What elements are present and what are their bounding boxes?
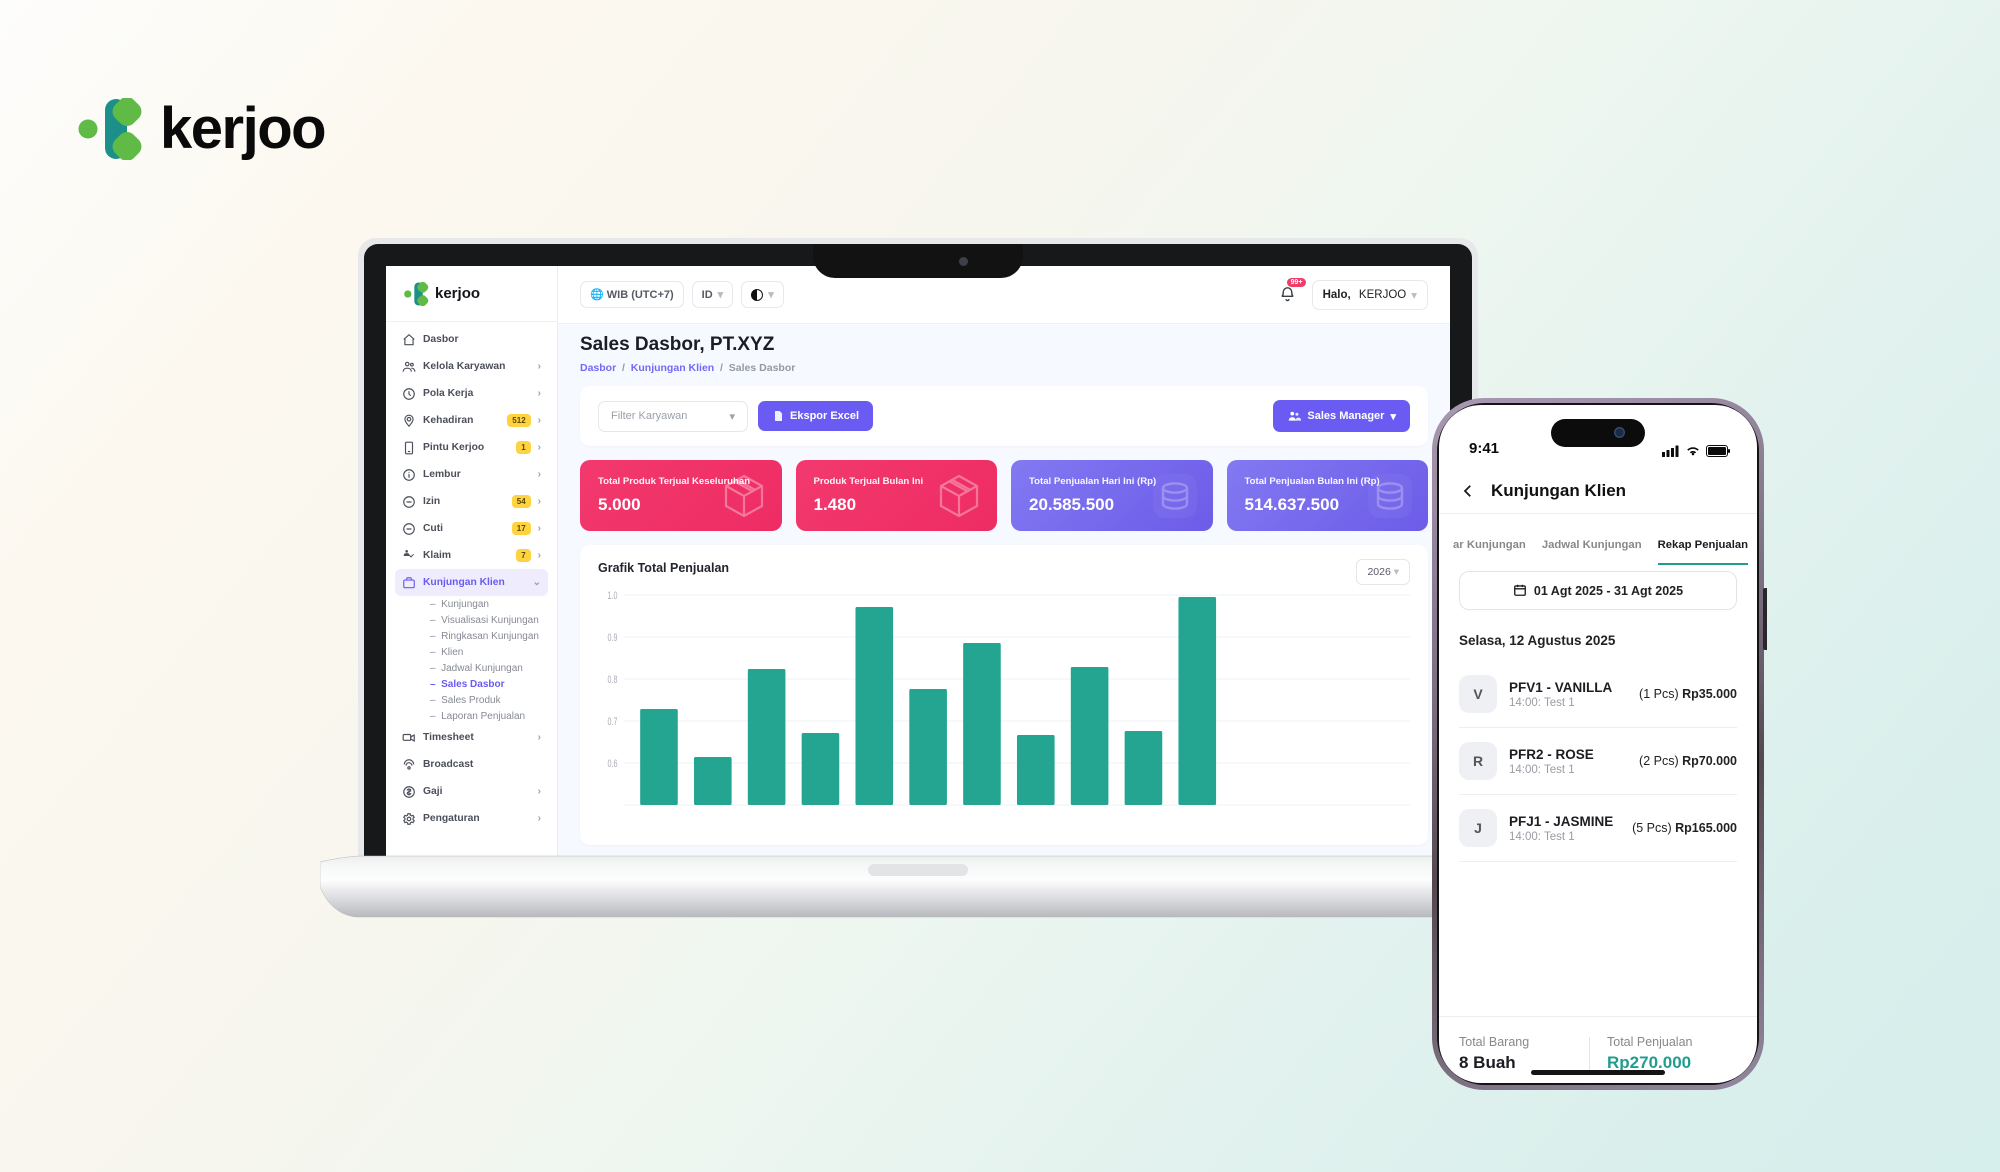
svg-text:1.0: 1.0 (608, 590, 618, 602)
svg-text:0.7: 0.7 (608, 716, 618, 728)
svg-text:0.9: 0.9 (608, 632, 618, 644)
svg-text:0.6: 0.6 (608, 758, 618, 770)
svg-text:0.8: 0.8 (608, 674, 618, 686)
